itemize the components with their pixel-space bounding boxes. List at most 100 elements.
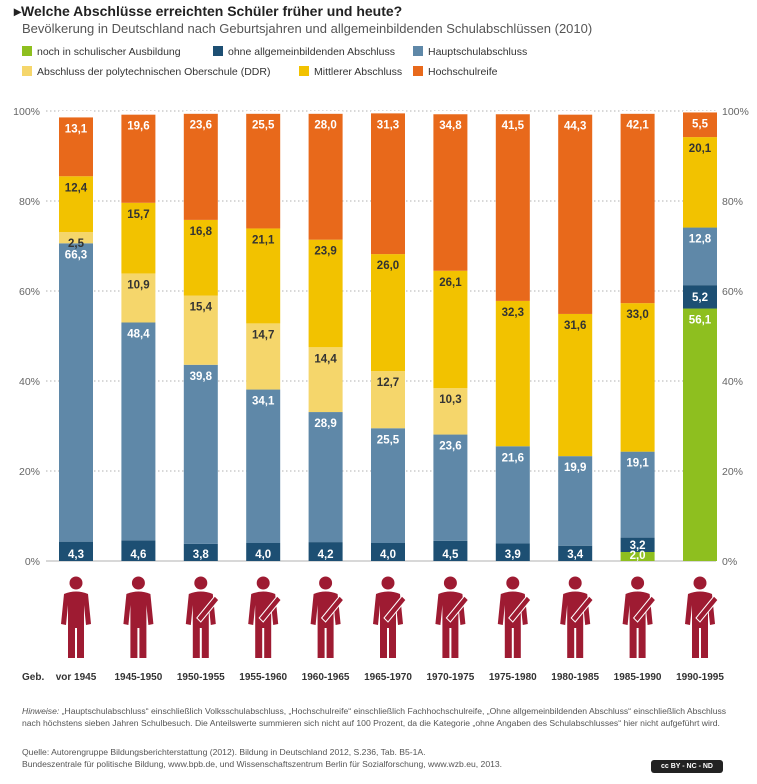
- figure-cone: [695, 595, 719, 623]
- legend-swatch-ohne: [213, 46, 223, 56]
- x-category-label: 1990-1995: [676, 672, 724, 683]
- bar-segment-hochschul: [308, 113, 343, 240]
- bar-segment-schulisch: [620, 552, 655, 561]
- figure-body: [185, 591, 216, 628]
- bar-segment-hochschul: [121, 114, 156, 203]
- figure-head: [693, 576, 707, 590]
- figure-head: [506, 576, 520, 590]
- bars: 4,3 66,32,5 12,4 13,1 4,6 48,4 10,9 15,7 19,6 3,8…: [59, 111, 717, 562]
- data-label-ddr: 10,3: [439, 394, 461, 406]
- bar-segment-mittlerer: [495, 300, 530, 447]
- stacked-bar-chart: 4,3 66,32,5 12,4 13,1 4,6 48,4 10,9 15,7 19,6 3,8…: [13, 106, 749, 683]
- bar-segment-mittlerer: [371, 254, 405, 372]
- data-label-mittlerer: 26,1: [439, 277, 462, 289]
- bar-segment-haupt: [620, 451, 655, 538]
- bar-remainder: [558, 111, 593, 115]
- x-category-label: vor 1945: [56, 672, 97, 683]
- bar-segment-ddr: [371, 371, 405, 429]
- data-label-mittlerer: 21,1: [252, 234, 275, 246]
- x-category-label: 1970-1975: [426, 672, 474, 683]
- data-label-schulisch: 2,0: [630, 550, 646, 562]
- figure-body: [123, 591, 154, 628]
- person-figure: [435, 576, 470, 658]
- legend-label-haupt: Hauptschulabschluss: [428, 46, 528, 58]
- bar-segment-hochschul: [246, 113, 281, 229]
- figures: [61, 576, 719, 658]
- bar-segment-mittlerer: [246, 228, 281, 324]
- bar-segment-ohne: [558, 545, 593, 561]
- y-tick-label-right: 40%: [722, 376, 743, 388]
- bar-segment-ohne: [59, 541, 93, 561]
- figure-head: [131, 576, 145, 590]
- bar-segment-mittlerer: [121, 202, 156, 274]
- data-label-ddr: 14,4: [314, 353, 337, 365]
- figure-head: [194, 576, 208, 590]
- figure-leg-left: [130, 628, 138, 658]
- figure-cone: [320, 595, 345, 623]
- figure-leg-left: [192, 628, 200, 658]
- data-label-ohne: 3,2: [630, 540, 646, 552]
- axis-labels: 0% 0% 20% 20% 40% 40% 60% 60% 80% 80% 100% 100% vor …: [13, 106, 749, 683]
- bar-segment-ddr: [246, 323, 281, 390]
- y-tick-label-right: 60%: [722, 286, 743, 298]
- figure-body: [435, 591, 466, 628]
- data-label-hochschul: 23,6: [190, 120, 212, 132]
- y-tick-label-left: 20%: [19, 466, 40, 478]
- data-label-mittlerer: 12,4: [65, 182, 88, 194]
- y-tick-label-left: 100%: [13, 106, 40, 118]
- data-label-mittlerer: 33,0: [626, 309, 648, 321]
- bar-remainder: [59, 111, 93, 118]
- data-label-ohne: 4,0: [255, 549, 271, 561]
- y-tick-label-right: 80%: [722, 196, 743, 208]
- y-tick-label-left: 80%: [19, 196, 40, 208]
- legend-item-schulisch: noch in schulischer Ausbildung: [22, 46, 181, 58]
- x-category-label: 1950-1955: [177, 672, 225, 683]
- data-label-ddr: 12,7: [377, 377, 399, 389]
- data-label-haupt: 66,3: [65, 249, 87, 261]
- bar-segment-hochschul: [59, 117, 93, 177]
- data-label-mittlerer: 32,3: [502, 307, 524, 319]
- person-figure: [185, 576, 220, 658]
- y-tick-label-right: 100%: [722, 106, 749, 118]
- data-label-hochschul: 41,5: [502, 120, 525, 132]
- footnote-hints: Hinweise: „Hauptschulabschluss“ einschli…: [22, 705, 742, 729]
- figure-leg-left: [317, 628, 325, 658]
- bar-segment-ddr: [59, 232, 93, 244]
- data-label-hochschul: 31,3: [377, 119, 399, 131]
- figure-leg-right: [389, 628, 396, 658]
- legend-item-haupt: Hauptschulabschluss: [413, 46, 527, 58]
- legend-swatch-haupt: [413, 46, 423, 56]
- bar-segment-haupt: [433, 434, 468, 541]
- data-label-mittlerer: 23,9: [314, 246, 336, 258]
- figure-head: [69, 576, 83, 590]
- data-label-schulisch: 56,1: [689, 315, 712, 327]
- data-label-ddr: 10,9: [127, 279, 149, 291]
- data-label-haupt: 23,6: [439, 441, 461, 453]
- data-label-mittlerer: 26,0: [377, 260, 399, 272]
- data-label-ohne: 4,6: [130, 549, 146, 561]
- figure-leg-left: [380, 628, 387, 658]
- person-figure: [248, 576, 282, 658]
- figure-cone: [570, 595, 594, 623]
- figure-leg-left: [504, 628, 512, 658]
- x-category-label: 1960-1965: [302, 672, 350, 683]
- bar-segment-haupt: [371, 428, 405, 543]
- data-label-haupt: 12,8: [689, 234, 712, 246]
- figure-leg-right: [264, 628, 272, 658]
- bar-segment-mittlerer: [620, 303, 655, 452]
- data-label-haupt: 25,5: [377, 434, 400, 446]
- legend-swatch-hochschul: [413, 66, 423, 76]
- figure-leg-right: [701, 628, 708, 658]
- bar-segment-haupt: [558, 456, 593, 546]
- bar-segment-ohne: [433, 540, 468, 561]
- data-label-hochschul: 28,0: [314, 120, 336, 132]
- figure-cone: [508, 595, 532, 623]
- data-label-ddr: 2,5: [68, 238, 85, 250]
- figure-body: [685, 591, 715, 628]
- figure-leg-right: [201, 628, 209, 658]
- data-label-hochschul: 42,1: [626, 120, 649, 132]
- data-label-ohne: 3,9: [505, 549, 521, 561]
- data-label-ohne: 5,2: [692, 292, 708, 304]
- bar-remainder: [683, 111, 717, 113]
- bar-segment-ohne: [183, 543, 218, 561]
